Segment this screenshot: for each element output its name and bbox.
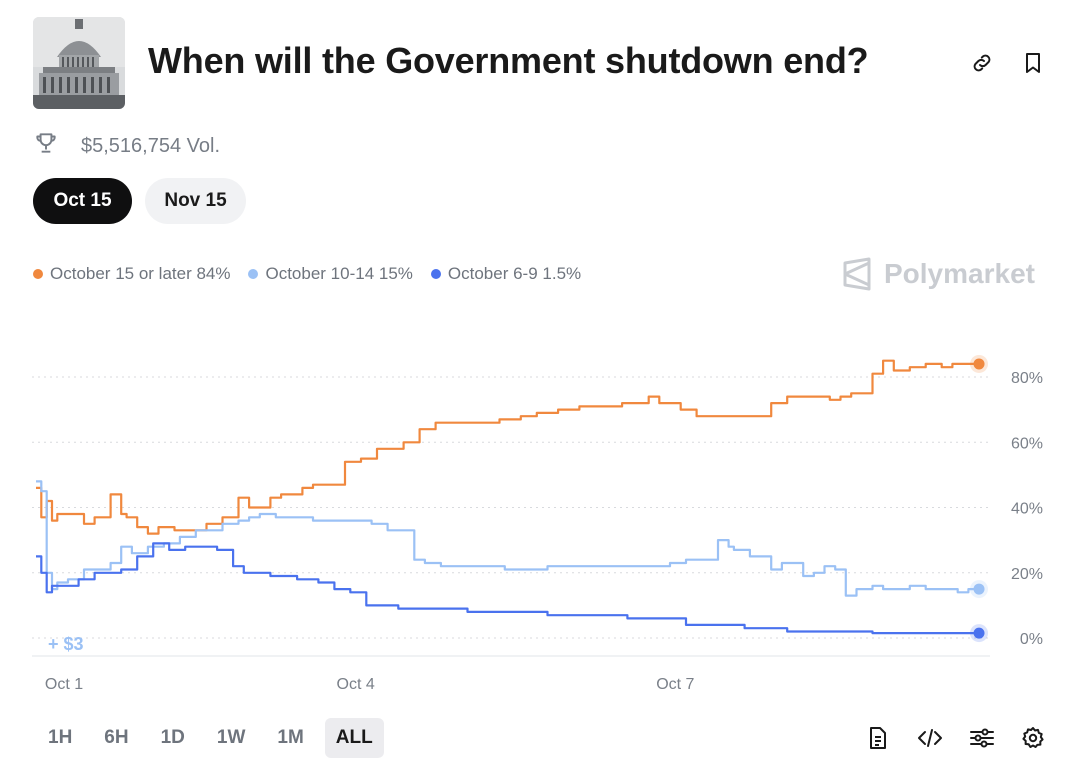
volume-text: $5,516,754 Vol. — [81, 134, 221, 157]
volume-row: $5,516,754 Vol. — [33, 132, 220, 160]
range-6h[interactable]: 6H — [104, 727, 129, 748]
legend-item: October 10-14 15% — [248, 264, 413, 284]
y-tick-label: 0% — [1020, 631, 1043, 648]
y-tick-label: 80% — [1011, 370, 1043, 387]
document-icon[interactable] — [864, 724, 892, 752]
x-tick-label: Oct 1 — [45, 676, 83, 693]
y-tick-label: 20% — [1011, 566, 1043, 583]
series-line — [36, 542, 979, 635]
legend-label: October 15 or later 84% — [50, 264, 231, 283]
tab-oct-15[interactable]: Oct 15 — [33, 178, 132, 224]
series-end-point — [973, 358, 985, 370]
range-1w[interactable]: 1W — [216, 727, 246, 748]
y-tick-label: 60% — [1011, 435, 1043, 452]
series-end-point — [973, 627, 985, 639]
time-range-selector: 1H 6H 1D 1W 1M ALL — [37, 718, 394, 758]
legend-dot — [33, 269, 43, 279]
range-1m[interactable]: 1M — [277, 727, 304, 748]
trophy-icon — [33, 130, 59, 162]
legend-dot — [430, 269, 441, 279]
gear-icon[interactable] — [1019, 724, 1047, 752]
legend-item: October 6-9 1.5% — [430, 264, 582, 284]
range-1h[interactable]: 1H — [48, 727, 73, 748]
link-icon[interactable] — [967, 48, 997, 78]
series-line — [36, 359, 979, 535]
price-chart[interactable]: 0% 20% 40% 60% 80% Oct 1 Oct 4 Oct 7 + $3 — [0, 300, 1080, 710]
range-1d[interactable]: 1D — [160, 727, 185, 748]
series-end-point — [973, 583, 985, 595]
chart-legend: October 15 or later 84% October 10-14 15… — [33, 264, 581, 284]
x-tick-label: Oct 4 — [337, 676, 375, 693]
market-image — [33, 17, 125, 109]
chart-grid — [32, 376, 990, 639]
legend-item: October 15 or later 84% — [33, 264, 230, 284]
tab-nov-15[interactable]: Nov 15 — [145, 178, 246, 224]
polymarket-logo-icon — [843, 257, 871, 291]
market-title: When will the Government shutdown end? — [148, 40, 869, 81]
series-line — [36, 480, 979, 597]
pnl-label: + $3 — [48, 634, 84, 654]
y-tick-label: 40% — [1011, 501, 1043, 518]
chart-axes: 0% 20% 40% 60% 80% Oct 1 Oct 4 Oct 7 — [32, 370, 1043, 693]
legend-label: October 6-9 1.5% — [447, 264, 582, 283]
x-tick-label: Oct 7 — [656, 676, 694, 693]
bookmark-icon[interactable] — [1018, 48, 1048, 78]
legend-dot — [248, 269, 259, 279]
polymarket-logo: Polymarket — [840, 257, 1035, 291]
code-icon[interactable] — [916, 724, 944, 752]
range-all[interactable]: ALL — [324, 718, 384, 758]
brand-name: Polymarket — [884, 258, 1035, 289]
sliders-icon[interactable] — [968, 724, 996, 752]
chart-series — [36, 354, 989, 643]
legend-label: October 10-14 15% — [265, 264, 413, 283]
